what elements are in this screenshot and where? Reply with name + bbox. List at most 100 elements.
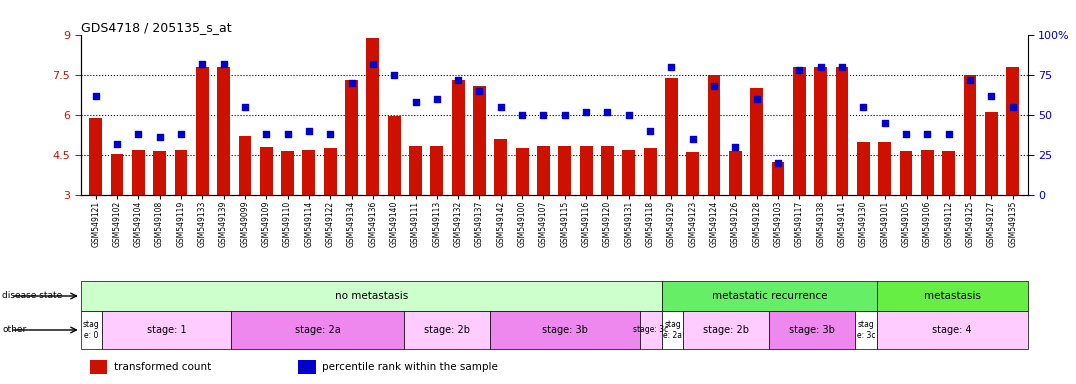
Text: percentile rank within the sample: percentile rank within the sample	[322, 361, 498, 371]
Bar	[771, 162, 784, 195]
Bar	[643, 148, 656, 195]
Point	[237, 104, 254, 110]
Point	[620, 112, 637, 118]
Bar	[836, 67, 849, 195]
Bar	[708, 75, 721, 195]
Point	[684, 136, 702, 142]
Point	[982, 93, 1000, 99]
Bar	[387, 116, 400, 195]
Point	[876, 120, 893, 126]
Bar	[473, 86, 486, 195]
Bar	[111, 154, 124, 195]
Bar	[921, 149, 934, 195]
Bar	[302, 149, 315, 195]
Bar	[324, 148, 337, 195]
Text: stage: 3c: stage: 3c	[634, 326, 668, 334]
Bar	[345, 80, 358, 195]
Bar	[877, 281, 1028, 311]
Text: stage: 2b: stage: 2b	[424, 325, 469, 335]
Text: GDS4718 / 205135_s_at: GDS4718 / 205135_s_at	[81, 21, 231, 34]
Text: stage: 2a: stage: 2a	[295, 325, 340, 335]
Bar	[878, 142, 891, 195]
Point	[961, 76, 978, 83]
Point	[428, 96, 445, 102]
Bar	[239, 136, 252, 195]
Bar	[877, 311, 1028, 349]
Point	[897, 131, 915, 137]
Text: stage: 4: stage: 4	[933, 325, 972, 335]
Bar	[231, 311, 404, 349]
Bar	[900, 151, 912, 195]
Point	[706, 83, 723, 89]
Point	[300, 128, 317, 134]
Point	[385, 72, 402, 78]
Bar	[769, 311, 855, 349]
Bar	[662, 311, 683, 349]
Point	[322, 131, 339, 137]
Bar	[622, 149, 635, 195]
Bar	[964, 75, 976, 195]
Bar	[537, 146, 550, 195]
Bar	[132, 149, 144, 195]
Point	[940, 131, 958, 137]
Text: metastatic recurrence: metastatic recurrence	[711, 291, 827, 301]
Point	[599, 109, 617, 115]
Bar	[815, 67, 827, 195]
Point	[513, 112, 530, 118]
Bar	[259, 147, 272, 195]
Bar	[662, 281, 877, 311]
Bar	[855, 311, 877, 349]
Bar	[81, 311, 102, 349]
Bar	[558, 146, 571, 195]
Bar	[90, 359, 108, 374]
Bar	[452, 80, 465, 195]
Point	[172, 131, 189, 137]
Bar	[665, 78, 678, 195]
Text: stag
e: 0: stag e: 0	[83, 320, 100, 340]
Point	[769, 160, 787, 166]
Text: stage: 3b: stage: 3b	[542, 325, 587, 335]
Bar	[683, 311, 769, 349]
Point	[194, 61, 211, 67]
Point	[215, 61, 232, 67]
Bar	[409, 146, 422, 195]
Point	[257, 131, 274, 137]
Bar	[515, 148, 528, 195]
Bar	[490, 311, 640, 349]
Point	[748, 96, 765, 102]
Bar	[89, 118, 102, 195]
Bar	[367, 38, 379, 195]
Bar	[281, 151, 294, 195]
Point	[726, 144, 744, 150]
Text: transformed count: transformed count	[114, 361, 211, 371]
Bar	[81, 281, 662, 311]
Text: stag
e: 3c: stag e: 3c	[856, 320, 876, 340]
Point	[834, 64, 851, 70]
Bar	[730, 151, 741, 195]
Bar	[495, 139, 507, 195]
Point	[407, 99, 424, 105]
Bar	[601, 146, 613, 195]
Point	[109, 141, 126, 147]
Point	[641, 128, 659, 134]
Text: other: other	[2, 326, 27, 334]
Text: stage: 1: stage: 1	[147, 325, 186, 335]
Text: no metastasis: no metastasis	[335, 291, 408, 301]
Point	[130, 131, 147, 137]
Bar	[750, 88, 763, 195]
Point	[365, 61, 382, 67]
Bar	[943, 151, 955, 195]
Bar	[985, 112, 997, 195]
Bar	[174, 149, 187, 195]
Bar	[856, 142, 869, 195]
Point	[492, 104, 509, 110]
Bar	[580, 146, 593, 195]
Point	[87, 93, 104, 99]
Point	[854, 104, 872, 110]
Text: stag
e: 2a: stag e: 2a	[663, 320, 682, 340]
Point	[343, 80, 360, 86]
Point	[578, 109, 595, 115]
Point	[471, 88, 489, 94]
Point	[556, 112, 574, 118]
Text: metastasis: metastasis	[924, 291, 980, 301]
